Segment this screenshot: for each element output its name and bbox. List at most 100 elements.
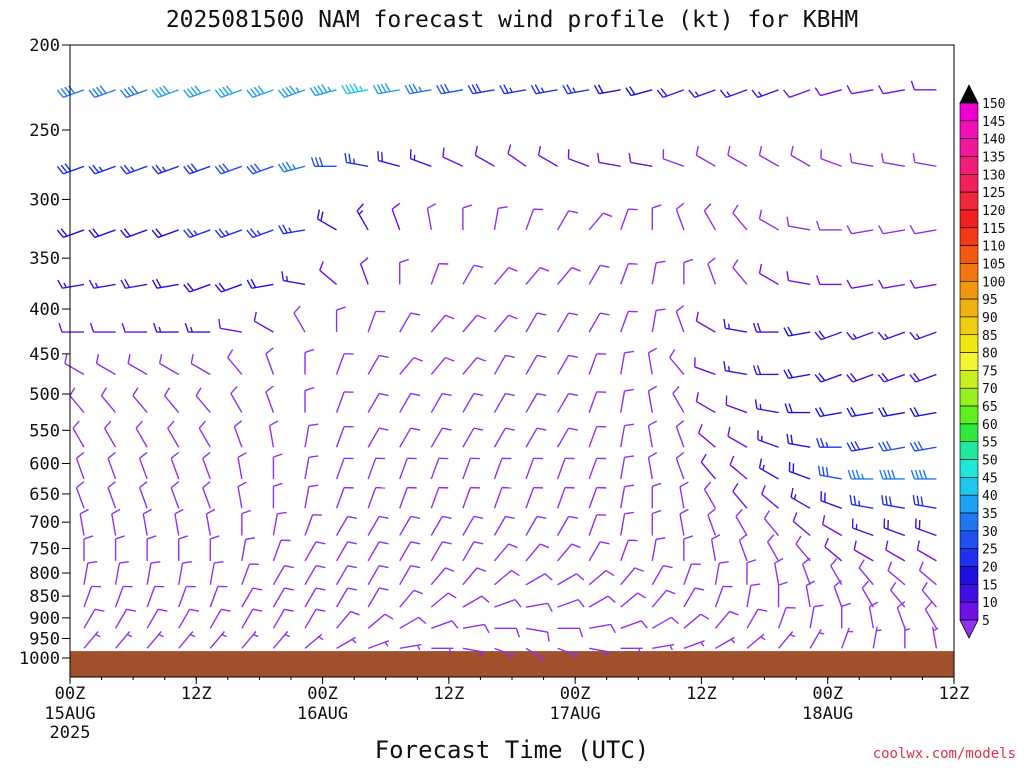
wind-barb bbox=[272, 511, 287, 536]
wind-barb bbox=[814, 87, 842, 97]
wind-barb bbox=[89, 322, 116, 333]
wind-barb bbox=[846, 279, 874, 289]
wind-barb bbox=[620, 539, 638, 562]
wind-barb bbox=[430, 314, 455, 333]
wind-barb bbox=[525, 392, 547, 413]
wind-barb bbox=[75, 481, 85, 509]
wind-barb bbox=[142, 508, 152, 536]
wind-barb bbox=[909, 372, 937, 383]
wind-barb bbox=[64, 354, 85, 376]
wind-barb bbox=[672, 385, 685, 413]
wind-barb bbox=[430, 356, 455, 375]
wind-barb bbox=[442, 147, 464, 167]
wind-barb bbox=[341, 82, 369, 95]
wind-barb bbox=[675, 304, 685, 333]
colorbar-segment bbox=[959, 298, 979, 318]
wind-barb bbox=[846, 440, 874, 452]
wind-barb bbox=[556, 392, 579, 413]
colorbar-segment bbox=[959, 477, 979, 496]
wind-barb bbox=[525, 266, 550, 285]
wind-barb bbox=[557, 598, 585, 608]
wind-barb bbox=[202, 451, 211, 480]
wind-barb bbox=[344, 152, 369, 167]
wind-barb bbox=[878, 440, 905, 452]
wind-barb bbox=[151, 228, 179, 239]
wind-barb bbox=[656, 88, 685, 99]
wind-barb bbox=[304, 608, 326, 629]
wind-barb bbox=[620, 647, 643, 654]
wind-barb bbox=[335, 391, 354, 413]
wind-barb bbox=[304, 386, 315, 413]
wind-barb bbox=[525, 647, 546, 663]
colorbar-label: 95 bbox=[982, 293, 998, 308]
wind-barb bbox=[885, 540, 906, 562]
wind-barb bbox=[790, 145, 811, 167]
wind-barb bbox=[246, 228, 274, 239]
wind-barb bbox=[530, 84, 558, 95]
wind-barb bbox=[651, 537, 666, 562]
y-tick-label: 300 bbox=[29, 190, 60, 210]
wind-barb bbox=[272, 608, 294, 629]
wind-barb bbox=[335, 541, 358, 562]
wind-barb bbox=[336, 636, 357, 649]
wind-barb bbox=[683, 535, 694, 561]
x-tick-label: 12Z bbox=[181, 684, 212, 704]
wind-barb bbox=[120, 228, 148, 239]
wind-barb bbox=[879, 469, 905, 480]
colorbar-label: 35 bbox=[982, 507, 998, 522]
wind-barb bbox=[69, 387, 85, 414]
wind-barb bbox=[83, 608, 105, 629]
wind-barb bbox=[878, 279, 905, 289]
wind-barb bbox=[525, 208, 544, 231]
wind-barb bbox=[525, 312, 547, 333]
x-tick-label: 12Z bbox=[939, 684, 970, 704]
colorbar-segment bbox=[959, 584, 979, 603]
wind-barb bbox=[841, 627, 854, 649]
wind-barb bbox=[399, 643, 422, 651]
wind-barb bbox=[662, 149, 685, 167]
wind-barb bbox=[233, 420, 243, 448]
wind-barb bbox=[620, 511, 635, 536]
wind-barb bbox=[367, 427, 389, 448]
wind-barb bbox=[178, 631, 196, 649]
wind-barb bbox=[735, 508, 748, 536]
wind-barb bbox=[746, 608, 768, 629]
x-tick-date: 17AUG bbox=[550, 704, 601, 724]
wind-barb bbox=[265, 385, 275, 413]
wind-barb bbox=[72, 420, 85, 448]
wind-barb bbox=[877, 372, 906, 383]
wind-barb bbox=[88, 85, 116, 99]
wind-barb bbox=[335, 457, 354, 480]
wind-barb bbox=[790, 487, 811, 509]
wind-barb bbox=[183, 163, 211, 175]
wind-barb bbox=[777, 606, 796, 629]
colorbar-segment bbox=[959, 263, 979, 282]
wind-barb bbox=[751, 89, 779, 99]
wind-barb bbox=[557, 266, 581, 285]
wind-barb bbox=[732, 204, 748, 231]
wind-barb bbox=[377, 151, 400, 167]
wind-barb bbox=[430, 427, 452, 448]
wind-barb bbox=[557, 647, 579, 660]
x-tick-label: 00Z bbox=[307, 684, 338, 704]
wind-barb bbox=[494, 647, 516, 660]
wind-barb bbox=[910, 80, 937, 91]
wind-barb bbox=[525, 543, 550, 562]
wind-barb bbox=[178, 535, 188, 561]
wind-barb bbox=[120, 85, 148, 99]
colorbar-segment bbox=[959, 102, 979, 122]
wind-barb bbox=[431, 620, 459, 629]
colorbar-label: 120 bbox=[982, 204, 1005, 219]
wind-barb bbox=[79, 508, 89, 536]
wind-barb bbox=[88, 164, 116, 175]
wind-barb bbox=[309, 84, 337, 97]
colorbar-segment bbox=[959, 227, 979, 246]
wind-barb bbox=[367, 354, 389, 375]
wind-barb bbox=[167, 420, 180, 448]
wind-barb bbox=[851, 518, 874, 537]
wind-barb bbox=[556, 515, 579, 536]
wind-barb bbox=[195, 387, 211, 414]
wind-barb bbox=[715, 636, 736, 649]
wind-barb bbox=[830, 558, 843, 586]
wind-barb bbox=[404, 83, 432, 95]
